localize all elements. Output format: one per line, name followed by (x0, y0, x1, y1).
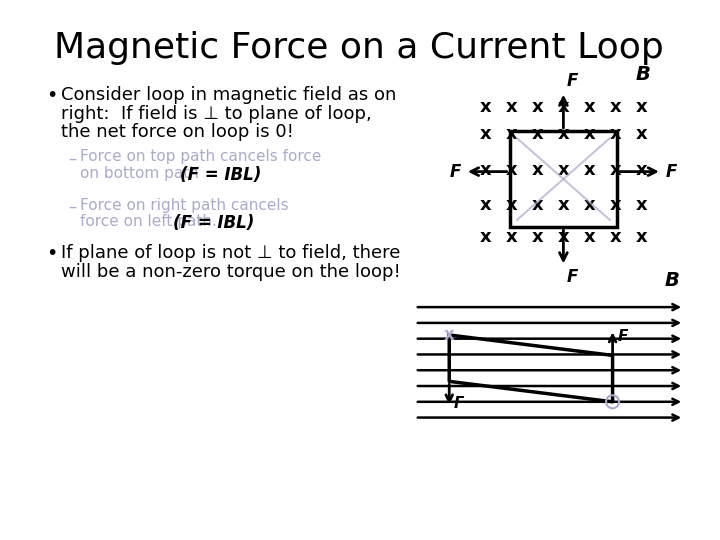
Text: B: B (665, 272, 680, 291)
Text: x: x (505, 196, 517, 214)
Text: x: x (505, 227, 517, 246)
Text: right:  If field is ⊥ to plane of loop,: right: If field is ⊥ to plane of loop, (61, 105, 372, 123)
Text: x: x (636, 196, 647, 214)
Text: Consider loop in magnetic field as on: Consider loop in magnetic field as on (61, 86, 397, 104)
Text: x: x (584, 161, 595, 179)
Text: x: x (531, 227, 543, 246)
Text: x: x (636, 227, 647, 246)
Text: x: x (480, 227, 491, 246)
Text: x: x (480, 196, 491, 214)
Text: x: x (610, 98, 621, 116)
Text: B: B (636, 65, 651, 84)
Text: x: x (505, 98, 517, 116)
Text: Force on top path cancels force: Force on top path cancels force (80, 150, 321, 164)
Text: Magnetic Force on a Current Loop: Magnetic Force on a Current Loop (54, 31, 664, 65)
Text: will be a non-zero torque on the loop!: will be a non-zero torque on the loop! (61, 262, 401, 281)
Text: x: x (636, 125, 647, 144)
Text: x: x (584, 196, 595, 214)
Text: (F = IBL): (F = IBL) (180, 166, 261, 184)
Text: If plane of loop is not ⊥ to field, there: If plane of loop is not ⊥ to field, ther… (61, 244, 400, 262)
Text: F: F (567, 72, 578, 90)
Text: x: x (557, 227, 570, 246)
Text: •: • (46, 244, 58, 263)
Text: x: x (505, 125, 517, 144)
Text: –: – (68, 150, 77, 167)
Text: x: x (480, 161, 491, 179)
Text: •: • (46, 86, 58, 105)
Text: x: x (610, 125, 621, 144)
Text: the net force on loop is 0!: the net force on loop is 0! (61, 123, 294, 141)
Text: x: x (584, 227, 595, 246)
Text: F: F (450, 163, 462, 180)
Text: x: x (584, 98, 595, 116)
Text: F: F (454, 396, 464, 411)
Text: x: x (557, 196, 570, 214)
Text: x: x (557, 125, 570, 144)
Text: Force on right path cancels: Force on right path cancels (80, 198, 289, 213)
Text: –: – (68, 198, 77, 215)
Text: x: x (636, 98, 647, 116)
Text: x: x (557, 161, 570, 179)
Text: x: x (557, 98, 570, 116)
Text: x: x (636, 161, 647, 179)
Text: on bottom path: on bottom path (80, 166, 199, 181)
Text: x: x (531, 161, 543, 179)
Text: x: x (610, 161, 621, 179)
Text: x: x (531, 125, 543, 144)
Text: x: x (610, 227, 621, 246)
Text: x: x (610, 196, 621, 214)
Text: F: F (617, 329, 628, 345)
Text: x: x (444, 326, 454, 344)
Text: x: x (584, 125, 595, 144)
Text: (F = IBL): (F = IBL) (173, 214, 254, 232)
Text: x: x (480, 125, 491, 144)
Text: x: x (531, 98, 543, 116)
Text: x: x (505, 161, 517, 179)
Text: force on left path.: force on left path. (80, 214, 217, 230)
Text: F: F (665, 163, 677, 180)
Text: x: x (531, 196, 543, 214)
Text: F: F (567, 268, 578, 286)
Text: x: x (480, 98, 491, 116)
